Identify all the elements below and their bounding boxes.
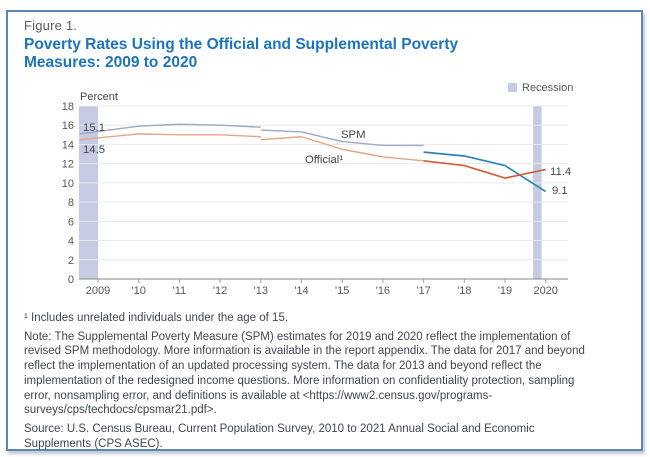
legend-recession-swatch	[508, 83, 517, 92]
x-tick-label: '11	[173, 285, 187, 297]
legend-recession-label: Recession	[522, 82, 573, 94]
note: Note: The Supplemental Poverty Measure (…	[24, 330, 585, 417]
y-tick-label: 12	[62, 159, 74, 171]
annotation-official-start: 14.5	[83, 144, 105, 156]
x-tick-label: '18	[457, 285, 471, 297]
y-tick-label: 6	[68, 216, 74, 228]
footnote: ¹ Includes unrelated individuals under t…	[24, 312, 289, 324]
spm-line-segment	[260, 129, 424, 147]
x-tick-label: '15	[335, 285, 349, 297]
x-tick-label: '10	[132, 285, 146, 297]
spm-line-segment	[79, 123, 261, 135]
annotation-spm-start: 15.1	[83, 122, 105, 134]
annotation-spm-label: SPM	[341, 129, 365, 141]
y-tick-label: 18	[62, 101, 74, 113]
x-tick-label: '13	[254, 285, 268, 297]
y-tick-label: 0	[68, 274, 74, 286]
x-tick-label: '12	[213, 285, 227, 297]
recession-band	[533, 106, 542, 279]
y-tick-label: 2	[68, 255, 74, 267]
annotation-official-end: 11.4	[550, 166, 571, 178]
y-tick-label: 10	[62, 178, 74, 190]
official-line-segment	[423, 159, 546, 179]
y-axis-title: Percent	[80, 91, 118, 103]
figure-title: Poverty Rates Using the Official and Sup…	[24, 36, 459, 71]
figure-label: Figure 1.	[24, 18, 78, 33]
spm-line-segment	[423, 151, 547, 193]
y-tick-label: 4	[68, 236, 74, 248]
source: Source: U.S. Census Bureau, Current Popu…	[24, 423, 535, 450]
official-line-segment	[79, 133, 261, 141]
y-tick-label: 14	[62, 139, 74, 151]
x-tick-label: 2009	[86, 285, 110, 297]
figure-box: Figure 1. Poverty Rates Using the Offici…	[6, 10, 643, 451]
annotation-spm-end: 9.1	[552, 185, 568, 197]
recession-band	[79, 106, 98, 279]
annotation-official-label: Official¹	[305, 154, 343, 166]
x-tick-label: '17	[416, 285, 430, 297]
y-tick-label: 8	[68, 197, 74, 209]
x-tick-label: '14	[294, 285, 308, 297]
official-line-segment	[260, 136, 424, 162]
x-tick-label: '19	[498, 285, 512, 297]
x-tick-label: 2020	[533, 285, 557, 297]
y-tick-label: 16	[62, 120, 74, 132]
poverty-chart: 0 2 4 6 8 10 12 14 16 18 2009 '10 '11 '12 '13 '14 '15 '16…	[62, 82, 574, 297]
x-tick-label: '16	[376, 285, 390, 297]
